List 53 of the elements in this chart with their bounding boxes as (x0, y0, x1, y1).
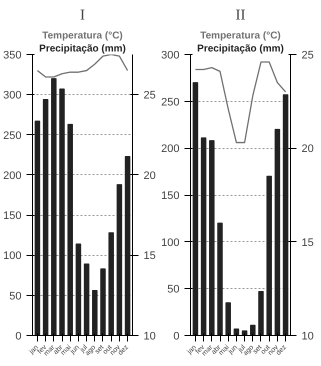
bar (92, 290, 98, 336)
bar (84, 264, 90, 336)
y2-tick-label: 25 (302, 50, 314, 62)
bar (274, 128, 280, 336)
bar (67, 124, 73, 336)
y-tick-label: 100 (161, 236, 180, 249)
bar (266, 176, 272, 336)
bar (225, 302, 231, 336)
y2-tick-label: 20 (144, 170, 156, 182)
bar (42, 98, 48, 336)
y-tick-label: 50 (9, 290, 22, 302)
text: Temperatura (°C) (200, 30, 281, 42)
series-label: Temperatura (°C) (42, 30, 123, 42)
y-tick-label: 150 (161, 190, 180, 202)
y-tick-label: 250 (161, 96, 180, 108)
y2-tick-label: 25 (144, 90, 156, 102)
y2-tick-label: 10 (302, 330, 314, 342)
bar (76, 243, 82, 336)
bar (217, 222, 223, 336)
y2-tick-label: 15 (144, 250, 156, 262)
y-tick-label: 250 (3, 130, 22, 142)
line-series (194, 61, 286, 144)
bar (51, 78, 57, 336)
bar (209, 140, 215, 336)
bar (108, 232, 114, 336)
y-tick-label: 150 (3, 210, 22, 222)
y2-tick-label: 15 (302, 236, 314, 249)
y-tick-label: 50 (167, 284, 180, 296)
chart-title: I (80, 8, 85, 24)
bar (116, 184, 122, 336)
text: Precipitação (mm) (39, 44, 126, 54)
bar (59, 88, 65, 336)
chart-title: II (236, 8, 246, 24)
bar (250, 324, 256, 336)
bar (192, 82, 198, 336)
y-tick-label: 200 (3, 170, 22, 182)
text: Precipitação (mm) (197, 44, 284, 54)
y-tick-label: 300 (3, 90, 22, 102)
bar (200, 137, 206, 336)
y-tick-label: 0 (15, 330, 22, 342)
y-tick-label: 200 (161, 143, 180, 156)
bar (100, 268, 106, 336)
line-series (36, 54, 128, 78)
y-tick-label: 350 (3, 50, 22, 62)
bar (282, 94, 288, 336)
y-tick-label: 100 (3, 250, 22, 262)
y2-tick-label: 10 (144, 330, 156, 342)
bar (124, 156, 130, 336)
bar (258, 290, 264, 336)
bar (34, 120, 40, 336)
y2-tick-label: 20 (302, 143, 314, 156)
y-tick-label: 0 (173, 330, 180, 342)
y-tick-label: 300 (161, 50, 180, 62)
